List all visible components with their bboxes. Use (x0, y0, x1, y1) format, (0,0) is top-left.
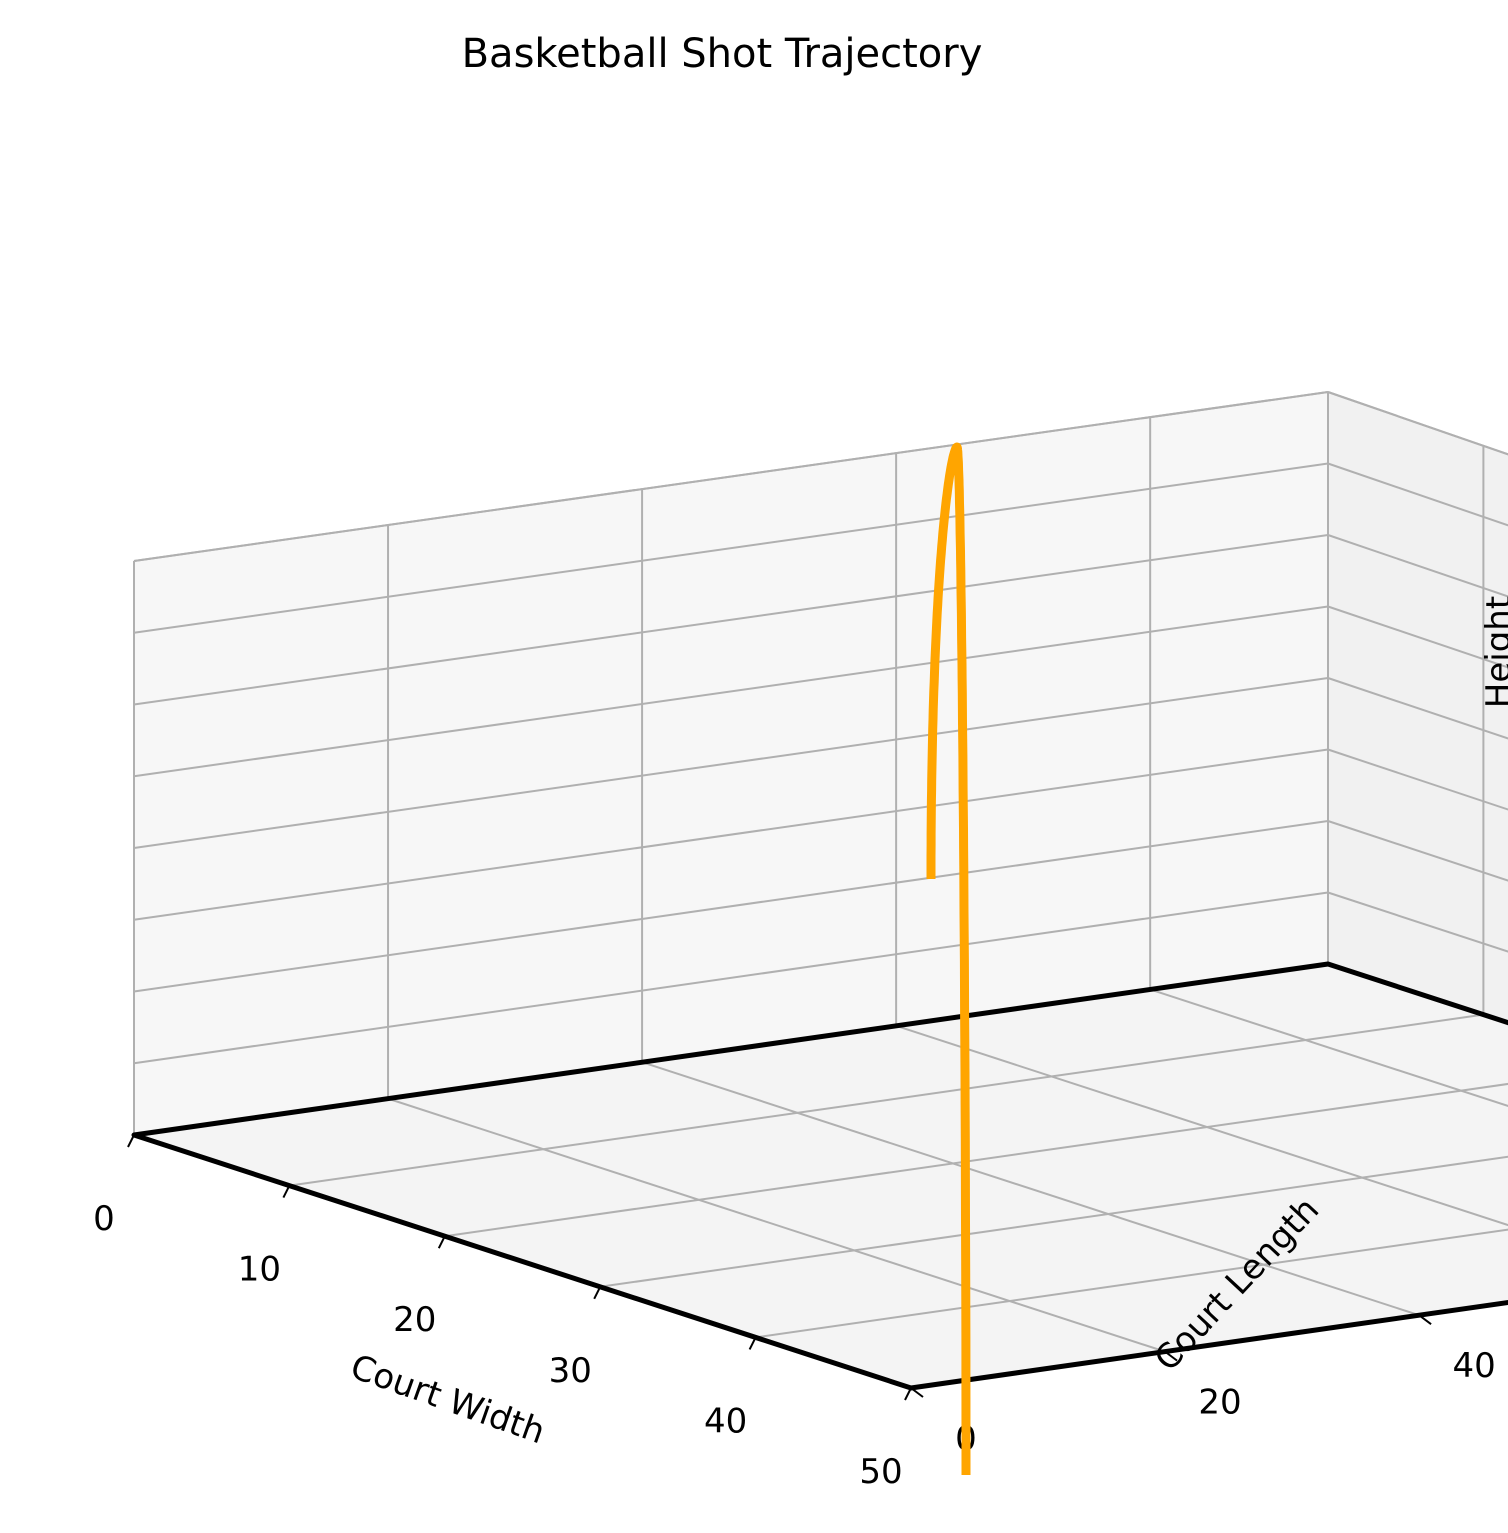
grid-line-z-back (1327, 534, 1508, 598)
x-tick-label: 50 (859, 1452, 902, 1492)
grid-line-z-left (133, 605, 1329, 778)
grid-line-z-left (133, 677, 1329, 849)
series-layer (926, 442, 971, 1476)
grid-line-z-back (1327, 605, 1508, 669)
grid-line-z-left (133, 748, 1329, 921)
court-boundary (131, 961, 1508, 1391)
grid-line-y-floor (1149, 988, 1508, 1108)
x-tick-mark (748, 1336, 757, 1350)
pane-edge-top-back (1327, 391, 1508, 456)
grid-line-z-back (1327, 677, 1508, 740)
x-axis-label: Court Width (345, 1347, 550, 1452)
x-tick-label: 30 (549, 1351, 592, 1391)
grid-line-x-floor (444, 1082, 1508, 1238)
axis-ticks: 010203040500204060800.02.55.07.510.012.5… (93, 1134, 1496, 1492)
grid-line-z-left (133, 891, 1329, 1065)
grid-line-z-back (1327, 462, 1508, 527)
x-tick-mark (282, 1185, 291, 1199)
grid-line-x-floor (755, 1228, 1508, 1339)
pane-edge-top-left (133, 391, 1329, 562)
grid-line-z-left (133, 462, 1329, 634)
trajectory-line (926, 442, 971, 1476)
x-tick-mark (437, 1235, 446, 1249)
x-tick-label: 40 (704, 1401, 747, 1441)
grid-line-y-floor (641, 1061, 1420, 1317)
grid-line-z-left (133, 534, 1329, 706)
y-tick-mark (910, 1387, 924, 1398)
grid-line-x-floor (600, 1155, 1508, 1288)
y-tick-label: 40 (1452, 1346, 1495, 1386)
grid-line-z-back (1327, 820, 1508, 882)
x-tick-mark (127, 1134, 135, 1148)
y-tick-mark (1418, 1314, 1432, 1326)
y-tick-mark (1164, 1350, 1178, 1362)
x-tick-label: 0 (93, 1199, 115, 1239)
grid-line-z-back (1327, 748, 1508, 811)
x-tick-mark (593, 1286, 602, 1300)
grid-line-y-floor (387, 1097, 1166, 1353)
grid-line-z-left (133, 820, 1329, 993)
x-tick-label: 10 (238, 1250, 281, 1290)
court-outline (131, 961, 1508, 1391)
y-tick-label: 20 (1198, 1383, 1241, 1423)
chart-title: Basketball Shot Trajectory (462, 31, 983, 77)
z-axis-label: Height (1479, 596, 1508, 708)
x-tick-mark (904, 1387, 912, 1401)
grid-line-y-floor (895, 1024, 1508, 1227)
grid-line-x-floor (289, 1013, 1484, 1187)
x-tick-label: 20 (393, 1300, 436, 1340)
grid-line-z-back (1327, 891, 1508, 953)
